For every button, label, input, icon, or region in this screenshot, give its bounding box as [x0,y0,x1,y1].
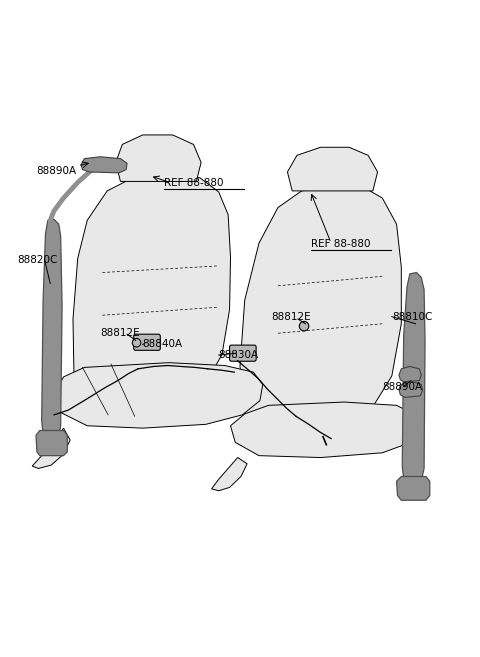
Polygon shape [230,402,420,457]
Polygon shape [36,430,67,456]
Polygon shape [396,476,430,500]
Text: 88840A: 88840A [143,338,183,348]
Text: 88812E: 88812E [271,312,311,322]
Polygon shape [399,367,421,382]
Polygon shape [288,147,378,191]
Polygon shape [54,363,263,428]
Polygon shape [240,186,401,423]
Polygon shape [402,273,425,483]
Polygon shape [81,157,127,173]
Text: 88890A: 88890A [36,166,76,176]
FancyBboxPatch shape [134,334,160,350]
Text: 88890A: 88890A [383,382,422,392]
Text: 88810C: 88810C [392,312,432,322]
Polygon shape [116,135,201,181]
Text: 88812E: 88812E [100,328,140,338]
Text: 88820C: 88820C [17,255,58,265]
Polygon shape [212,457,247,491]
Polygon shape [399,382,423,397]
Text: REF 88-880: REF 88-880 [164,178,224,188]
Text: REF 88-880: REF 88-880 [311,239,371,249]
FancyBboxPatch shape [229,345,256,361]
Text: 88830A: 88830A [219,350,259,360]
Polygon shape [42,219,62,437]
Circle shape [132,338,141,347]
Circle shape [300,321,309,331]
Polygon shape [32,428,70,468]
Polygon shape [73,175,230,395]
